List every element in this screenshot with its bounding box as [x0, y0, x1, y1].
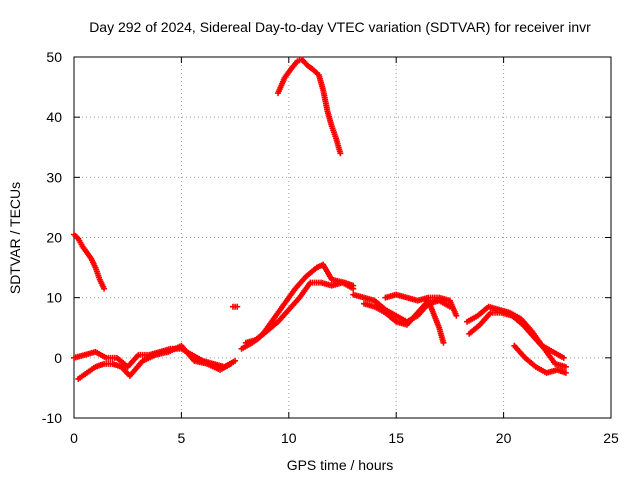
data-series — [71, 56, 569, 382]
data-point — [440, 339, 447, 346]
y-tick-label: 0 — [54, 350, 62, 366]
series-trace-blip — [229, 303, 241, 310]
data-point — [227, 360, 234, 367]
x-tick-label: 25 — [603, 430, 619, 446]
series-trace-early-decay — [71, 231, 108, 292]
series-trace-midday-b — [360, 297, 447, 346]
data-point — [337, 150, 344, 157]
data-point — [234, 303, 241, 310]
x-tick-label: 0 — [70, 430, 78, 446]
series-trace-midday-c — [382, 291, 460, 319]
y-tick-label: 20 — [46, 230, 62, 246]
grid-lines — [74, 57, 611, 418]
x-tick-label: 10 — [281, 430, 297, 446]
y-axis-label: SDTVAR / TECUs — [7, 182, 23, 294]
data-point — [453, 312, 460, 319]
x-tick-label: 15 — [388, 430, 404, 446]
series-trace-morning-b — [75, 342, 234, 382]
series-trace-evening-b — [466, 309, 569, 370]
series-trace-high-arc — [275, 56, 344, 157]
y-tick-label: 40 — [46, 109, 62, 125]
y-tick-label: 30 — [46, 169, 62, 185]
data-point — [232, 357, 239, 364]
data-point — [101, 285, 108, 292]
series-trace-evening-c — [511, 342, 569, 376]
data-point — [562, 363, 569, 370]
x-tick-label: 20 — [496, 430, 512, 446]
x-tick-label: 5 — [178, 430, 186, 446]
y-tick-label: 10 — [46, 290, 62, 306]
x-tick-labels: 0 5 10 15 20 25 — [70, 430, 619, 446]
x-axis-label: GPS time / hours — [287, 457, 394, 473]
chart-title: Day 292 of 2024, Sidereal Day-to-day VTE… — [89, 19, 591, 35]
series-trace-rise-b — [242, 279, 357, 346]
y-tick-label: 50 — [46, 49, 62, 65]
data-point — [560, 354, 567, 361]
data-point — [562, 369, 569, 376]
y-tick-label: -10 — [42, 410, 62, 426]
axis-ticks — [73, 56, 612, 419]
y-tick-labels: -10 0 10 20 30 40 50 — [42, 49, 62, 426]
data-point — [350, 285, 357, 292]
